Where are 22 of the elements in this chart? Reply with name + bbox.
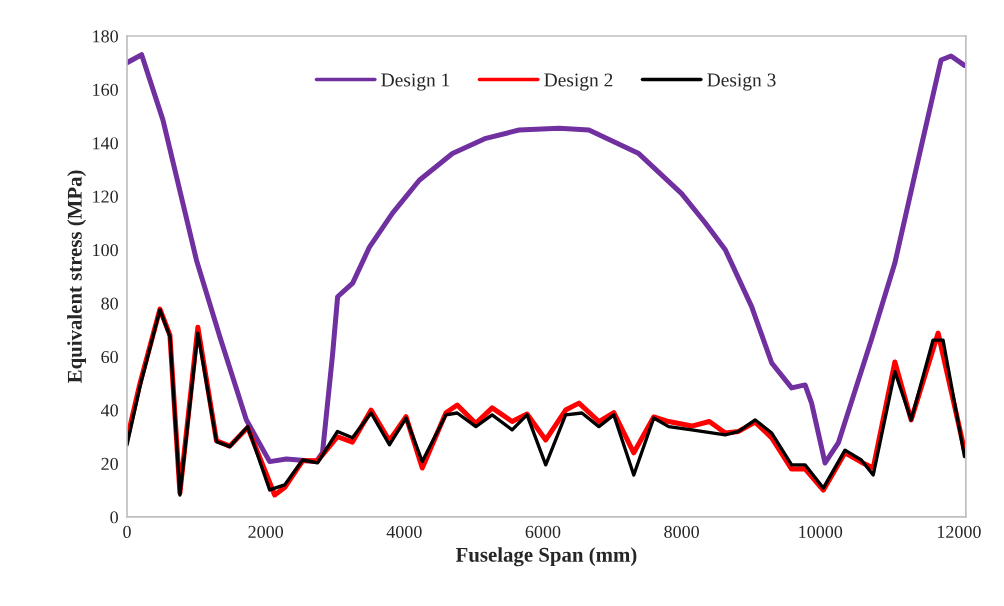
y-tick-label: 0: [110, 511, 118, 524]
y-tick-label: 160: [93, 83, 118, 96]
y-axis-title: Equivalent stress (MPa): [67, 170, 87, 383]
y-tick-label: 100: [93, 244, 118, 257]
legend-label: Design 1: [381, 73, 450, 91]
x-axis-title: Fuselage Span (mm): [455, 547, 637, 567]
x-tick-label: 12000: [937, 525, 981, 538]
y-tick-label: 140: [93, 137, 118, 150]
y-tick-label: 120: [93, 190, 118, 203]
x-tick-label: 8000: [664, 525, 699, 538]
y-tick-label: 80: [101, 297, 118, 310]
x-tick-label: 2000: [248, 525, 284, 538]
legend-label: Design 3: [707, 73, 776, 91]
y-tick-label: 20: [101, 457, 118, 470]
y-tick-label: 180: [93, 30, 118, 43]
x-tick-label: 6000: [525, 525, 561, 538]
x-tick-label: 10000: [799, 525, 843, 538]
legend-label: Design 2: [544, 73, 613, 91]
y-tick-label: 40: [100, 404, 118, 417]
x-tick-label: 4000: [386, 525, 422, 538]
x-tick-label: 0: [123, 525, 131, 538]
y-tick-label: 60: [101, 350, 118, 364]
